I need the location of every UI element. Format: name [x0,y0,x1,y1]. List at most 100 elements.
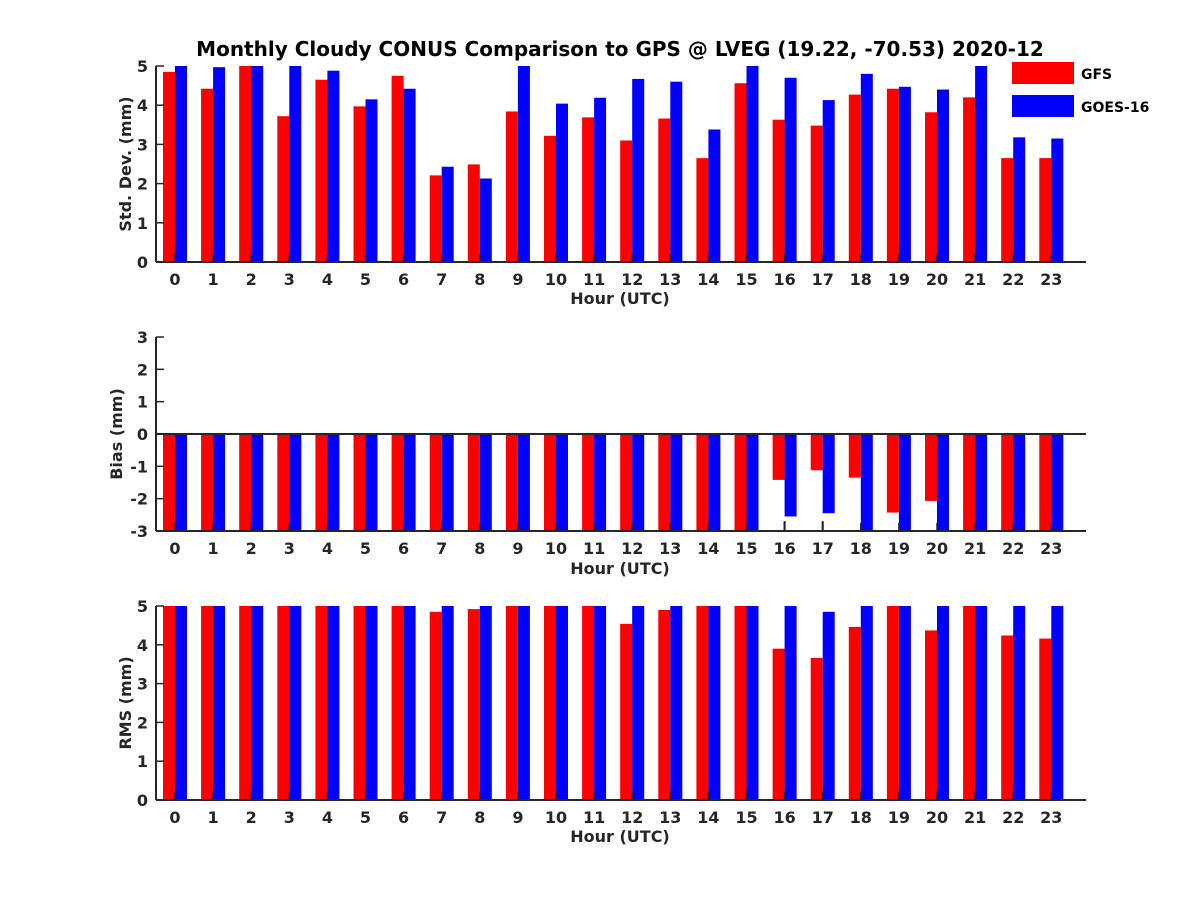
bar-std-dev-gfs-17 [810,125,823,262]
bar-std-dev-gfs-11 [582,117,595,262]
bar-rms-gfs-12 [620,623,633,800]
legend-label-goes16: GOES-16 [1081,100,1149,116]
bar-std-dev-gfs-9 [505,111,518,262]
bar-std-dev-gfs-4 [315,79,328,262]
xtick-label-bias-2: 2 [246,539,257,558]
bar-rms-gfs-17 [810,657,823,800]
xtick-label-rms-17: 17 [812,808,834,827]
xtick-label-std-dev-1: 1 [208,270,219,289]
ytick-label-bias-2: 2 [137,360,148,379]
xtick-label-std-dev-13: 13 [659,270,681,289]
bar-rms-gfs-23 [1039,638,1052,800]
bar-bias-gfs-5 [353,434,366,531]
xtick-label-std-dev-5: 5 [360,270,371,289]
bar-bias-goes16-22 [1013,434,1026,531]
bar-rms-goes16-12 [632,606,645,800]
bar-std-dev-goes16-3 [289,66,302,262]
bar-std-dev-gfs-19 [886,88,899,263]
bar-rms-goes16-20 [937,606,949,800]
ytick-label-std-dev-2: 2 [137,175,148,194]
xtick-label-bias-0: 0 [169,539,180,558]
xtick-label-rms-22: 22 [1002,808,1024,827]
bar-std-dev-gfs-5 [353,106,366,262]
x-axis-label-std-dev: Hour (UTC) [570,289,670,308]
bar-std-dev-gfs-15 [734,83,747,262]
bar-bias-goes16-12 [632,434,645,531]
xtick-label-rms-13: 13 [659,808,681,827]
bar-rms-gfs-16 [772,648,785,800]
bar-bias-goes16-5 [365,434,378,531]
bar-std-dev-goes16-2 [251,66,264,262]
x-axis-label-bias: Hour (UTC) [570,559,670,578]
chart-title: Monthly Cloudy CONUS Comparison to GPS @… [196,37,1044,61]
bar-std-dev-gfs-16 [772,119,785,262]
ytick-label-rms-5: 5 [137,597,148,616]
legend: GFS GOES-16 [1012,62,1149,117]
bar-bias-gfs-7 [429,434,442,531]
xtick-label-bias-9: 9 [512,539,523,558]
bar-std-dev-goes16-12 [632,78,645,262]
bar-rms-goes16-10 [556,606,568,800]
ytick-label-std-dev-4: 4 [137,96,148,115]
bar-bias-goes16-13 [670,434,683,531]
xtick-label-bias-7: 7 [436,539,447,558]
bar-bias-goes16-4 [327,434,340,531]
bar-std-dev-goes16-0 [175,66,187,262]
bar-std-dev-goes16-7 [441,166,454,262]
bar-rms-gfs-5 [353,606,366,800]
xtick-label-rms-8: 8 [474,808,485,827]
xtick-label-bias-15: 15 [735,539,757,558]
bar-std-dev-goes16-14 [708,129,721,262]
bar-rms-gfs-18 [848,626,861,800]
xtick-label-std-dev-10: 10 [545,270,567,289]
xtick-label-rms-1: 1 [208,808,219,827]
bar-bias-gfs-10 [544,434,556,531]
bar-bias-goes16-3 [289,434,302,531]
bar-rms-goes16-9 [517,606,530,800]
xtick-label-std-dev-17: 17 [812,270,834,289]
x-axis-label-rms: Hour (UTC) [570,827,670,846]
bar-bias-gfs-13 [658,434,671,531]
bar-std-dev-goes16-9 [517,66,530,262]
ytick-label-bias--1: -1 [130,457,148,476]
ytick-label-rms-2: 2 [137,713,148,732]
bar-rms-gfs-9 [505,606,518,800]
bar-rms-goes16-21 [975,606,988,800]
xtick-label-std-dev-0: 0 [169,270,180,289]
bar-std-dev-goes16-6 [403,88,416,263]
bar-rms-gfs-7 [429,611,442,800]
xtick-label-rms-14: 14 [697,808,719,827]
bar-bias-gfs-23 [1039,434,1052,531]
legend-label-gfs: GFS [1081,67,1112,83]
bar-bias-gfs-19 [886,434,899,513]
bar-rms-gfs-21 [963,606,976,800]
xtick-label-rms-7: 7 [436,808,447,827]
bar-std-dev-goes16-13 [670,81,683,263]
xtick-label-bias-14: 14 [697,539,719,558]
bar-rms-goes16-6 [403,606,416,800]
ytick-label-rms-4: 4 [137,636,148,655]
xtick-label-std-dev-11: 11 [583,270,605,289]
bar-rms-gfs-22 [1001,635,1014,800]
bar-rms-gfs-14 [696,606,709,800]
ytick-label-std-dev-3: 3 [137,135,148,154]
bar-bias-goes16-15 [746,434,759,531]
bar-bias-gfs-20 [925,434,937,501]
bar-std-dev-goes16-23 [1051,138,1064,262]
xtick-label-rms-6: 6 [398,808,409,827]
bar-std-dev-goes16-4 [327,70,340,262]
ytick-label-std-dev-5: 5 [137,57,148,76]
bar-bias-gfs-4 [315,434,328,531]
xtick-label-bias-16: 16 [773,539,795,558]
xtick-label-bias-23: 23 [1040,539,1062,558]
xtick-label-std-dev-6: 6 [398,270,409,289]
xtick-label-rms-4: 4 [322,808,333,827]
xtick-label-std-dev-4: 4 [322,270,333,289]
xtick-label-bias-22: 22 [1002,539,1024,558]
bar-std-dev-goes16-21 [975,66,988,262]
bar-rms-gfs-20 [925,630,937,800]
bar-std-dev-gfs-13 [658,118,671,262]
y-axis-label-std-dev: Std. Dev. (mm) [116,96,135,231]
bar-std-dev-gfs-6 [391,75,404,262]
